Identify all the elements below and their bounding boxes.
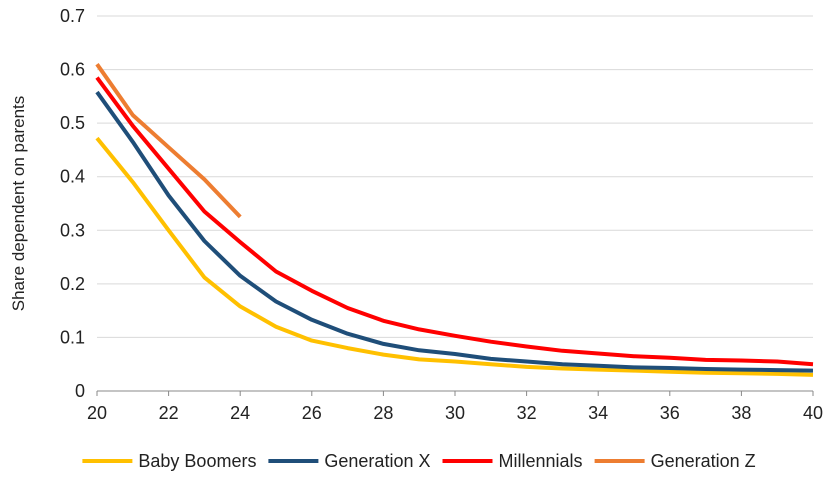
x-tick-label: 20 <box>87 403 107 423</box>
x-tick-label: 38 <box>731 403 751 423</box>
y-tick-label: 0.6 <box>60 60 85 80</box>
x-tick-label: 28 <box>373 403 393 423</box>
legend-item: Generation X <box>268 451 430 471</box>
gridlines <box>97 15 813 338</box>
x-tick-label: 36 <box>660 403 680 423</box>
y-tick-label: 0.4 <box>60 167 85 187</box>
y-tick-label: 0 <box>75 381 85 401</box>
x-tick-label: 32 <box>517 403 537 423</box>
legend-item: Millennials <box>442 451 583 471</box>
series-line-millennials <box>95 76 814 367</box>
x-axis-tick-labels: 20 22 24 26 28 30 32 34 36 38 40 <box>87 391 823 423</box>
legend-item: Generation Z <box>594 451 756 471</box>
legend-item: Baby Boomers <box>82 451 256 471</box>
series-line-baby-boomers <box>95 136 814 377</box>
series-line-generation-x <box>95 90 814 373</box>
legend: Baby Boomers Generation X Millennials Gener… <box>82 451 756 471</box>
series-lines <box>95 63 814 377</box>
x-tick-label: 22 <box>159 403 179 423</box>
x-tick-label: 30 <box>445 403 465 423</box>
legend-label: Generation Z <box>651 451 756 471</box>
y-tick-label: 0.1 <box>60 327 85 347</box>
y-axis-title: Share dependent on parents <box>9 96 28 312</box>
y-tick-label: 0.5 <box>60 113 85 133</box>
legend-label: Generation X <box>324 451 430 471</box>
x-tick-label: 34 <box>588 403 608 423</box>
legend-label: Millennials <box>499 451 583 471</box>
series-line-generation-z <box>95 63 242 219</box>
x-tick-label: 40 <box>803 403 823 423</box>
x-tick-label: 24 <box>230 403 250 423</box>
x-tick-label: 26 <box>302 403 322 423</box>
y-tick-label: 0.3 <box>60 220 85 240</box>
y-axis-tick-labels: 0 0.1 0.2 0.3 0.4 0.5 0.6 0.7 <box>60 6 85 401</box>
legend-label: Baby Boomers <box>138 451 256 471</box>
y-tick-label: 0.7 <box>60 6 85 26</box>
y-tick-label: 0.2 <box>60 274 85 294</box>
